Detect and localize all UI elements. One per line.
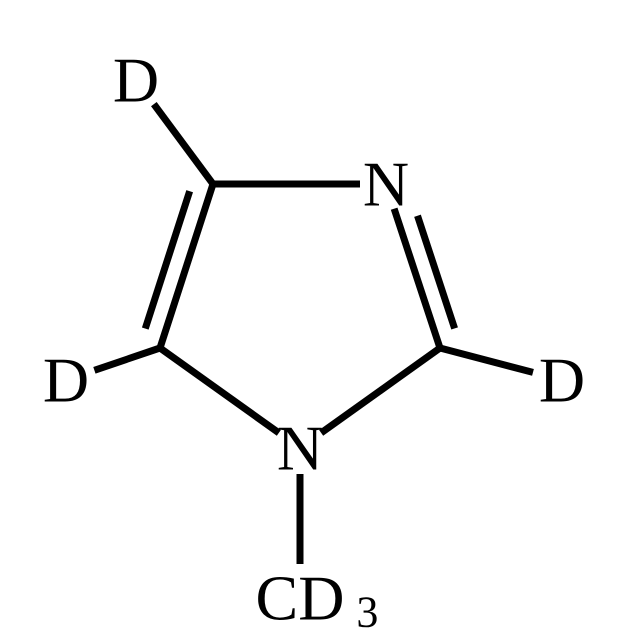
atom-label-N1: N [277, 413, 323, 484]
atom-label-D5: D [43, 345, 89, 416]
atom-label-D2: D [539, 345, 585, 416]
atom-label-CD3: CD [256, 563, 345, 634]
atom-subscript-CD3: 3 [356, 588, 378, 637]
atom-label-N3: N [363, 149, 409, 220]
atom-label-D4: D [113, 45, 159, 116]
molecule-diagram: N N CD3 D D D [0, 0, 629, 640]
